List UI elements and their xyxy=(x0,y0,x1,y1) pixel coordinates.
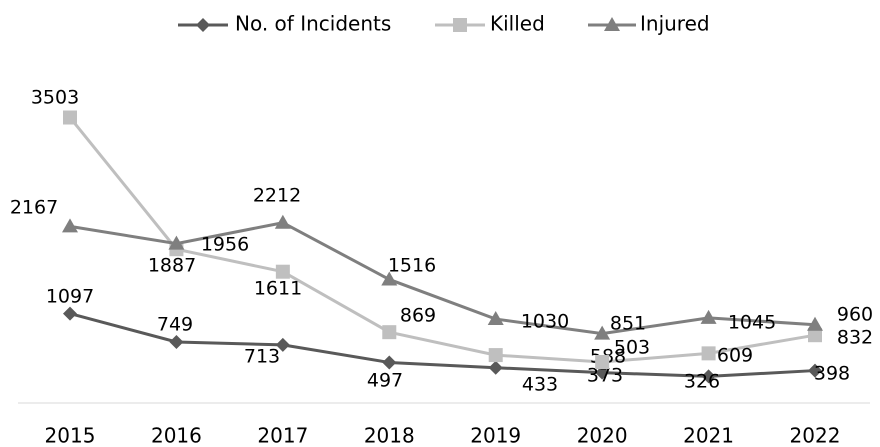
legend-label: No. of Incidents xyxy=(235,12,391,36)
series-line xyxy=(69,312,816,378)
marker xyxy=(274,214,291,229)
x-tick-label: 2015 xyxy=(45,424,96,447)
marker xyxy=(453,18,467,32)
marker xyxy=(381,271,398,286)
data-label: 851 xyxy=(610,313,646,335)
data-label: 503 xyxy=(614,337,650,359)
data-label: 749 xyxy=(157,314,193,336)
marker xyxy=(488,348,503,363)
legend-label: Injured xyxy=(640,12,710,36)
data-label: 1516 xyxy=(388,255,436,277)
marker xyxy=(62,218,78,233)
marker xyxy=(808,363,822,378)
marker xyxy=(595,355,610,370)
x-tick-label: 2021 xyxy=(683,424,734,447)
data-label: 1611 xyxy=(254,278,302,300)
marker xyxy=(701,346,716,361)
x-tick-label: 2017 xyxy=(257,424,308,447)
data-label: 373 xyxy=(587,365,623,387)
x-tick-label: 2022 xyxy=(790,424,841,447)
marker xyxy=(196,18,210,32)
data-label: 2167 xyxy=(10,197,58,219)
marker xyxy=(808,328,822,343)
data-label: 1045 xyxy=(728,312,776,334)
marker xyxy=(487,311,504,326)
data-label: 398 xyxy=(814,363,850,385)
marker xyxy=(701,369,716,384)
data-label: 1956 xyxy=(201,234,249,256)
data-label: 960 xyxy=(837,304,873,326)
x-tick-label: 2019 xyxy=(470,424,521,447)
marker xyxy=(169,334,184,349)
data-label: 1097 xyxy=(46,286,94,308)
marker xyxy=(382,325,397,340)
x-tick-label: 2016 xyxy=(151,424,202,447)
data-label: 3503 xyxy=(31,87,79,109)
series-line xyxy=(69,221,816,336)
marker xyxy=(595,365,610,380)
data-label: 2212 xyxy=(253,185,301,207)
data-label: 1887 xyxy=(148,255,196,277)
marker xyxy=(594,325,611,340)
marker xyxy=(700,309,717,324)
data-label: 609 xyxy=(717,345,753,367)
marker xyxy=(168,235,185,250)
x-tick-label: 2020 xyxy=(577,424,628,447)
data-label: 497 xyxy=(367,370,403,392)
legend-label: Killed xyxy=(490,12,545,36)
marker xyxy=(275,337,290,352)
marker xyxy=(63,110,77,125)
data-label: 1030 xyxy=(521,311,569,333)
x-tick-label: 2018 xyxy=(364,424,415,447)
data-label: 326 xyxy=(684,371,720,393)
marker xyxy=(63,306,77,321)
marker xyxy=(807,316,823,331)
marker xyxy=(275,264,290,279)
data-label: 433 xyxy=(522,374,558,396)
marker xyxy=(604,17,620,31)
marker xyxy=(488,360,503,375)
series-line xyxy=(68,116,816,364)
data-label: 869 xyxy=(400,305,436,327)
marker xyxy=(382,355,397,370)
data-label: 832 xyxy=(837,327,873,349)
data-label: 713 xyxy=(244,346,280,368)
